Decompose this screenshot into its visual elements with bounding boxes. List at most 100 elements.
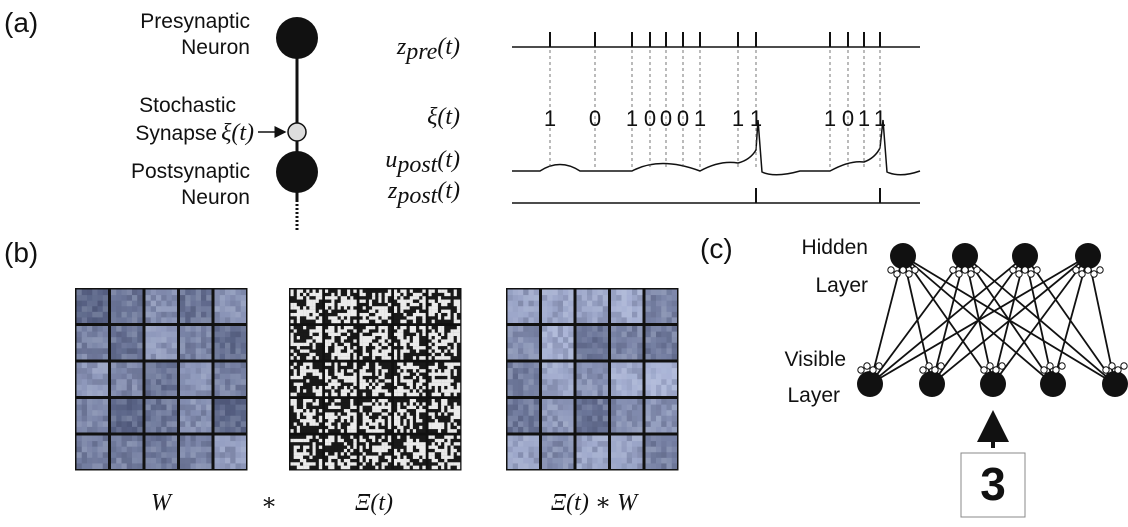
filter-pixel (534, 405, 539, 411)
noise-pixel (300, 379, 303, 383)
filter-pixel (82, 354, 87, 360)
filter-pixel (656, 306, 661, 312)
noise-pixel (432, 406, 435, 410)
noise-pixel (407, 376, 410, 380)
filter-pixel (127, 427, 132, 433)
noise-pixel (394, 393, 397, 397)
filter-pixel (616, 410, 621, 416)
filter-pixel (672, 379, 677, 385)
noise-pixel (353, 379, 356, 383)
noise-pixel (388, 459, 391, 463)
filter-pixel (220, 295, 225, 301)
noise-pixel (325, 356, 328, 360)
noise-pixel (429, 339, 432, 343)
noise-pixel (360, 386, 363, 390)
noise-pixel (419, 462, 422, 466)
filter-pixel (667, 363, 672, 369)
noise-pixel (375, 462, 378, 466)
filter-pixel (116, 379, 121, 385)
noise-pixel (416, 449, 419, 453)
noise-pixel (347, 329, 350, 333)
filter-pixel (92, 410, 97, 416)
noise-pixel (369, 320, 372, 324)
filter-pixel (103, 421, 108, 427)
noise-pixel (360, 462, 363, 466)
noise-pixel (325, 353, 328, 357)
noise-pixel (306, 346, 309, 350)
noise-pixel (457, 363, 460, 367)
filter-pixel (598, 441, 603, 447)
noise-pixel (325, 452, 328, 456)
noise-pixel (435, 459, 438, 463)
noise-pixel (350, 290, 353, 294)
noise-pixel (438, 446, 441, 450)
filter-pixel (122, 436, 127, 442)
noise-pixel (360, 436, 363, 440)
filter-pixel (513, 441, 518, 447)
noise-pixel (294, 419, 297, 423)
filter-pixel (236, 326, 241, 332)
filter-pixel (191, 427, 196, 433)
noise-pixel (397, 296, 400, 300)
noise-pixel (438, 456, 441, 460)
filter-pixel (622, 326, 627, 332)
noise-pixel (297, 373, 300, 377)
synapse (1016, 271, 1022, 277)
filter-pixel (122, 301, 127, 307)
filter-pixel (230, 348, 235, 354)
noise-pixel (419, 313, 422, 317)
filter-pixel (151, 343, 156, 349)
noise-pixel (410, 426, 413, 430)
noise-pixel (454, 303, 457, 307)
filter-pixel (111, 385, 116, 391)
filter-pixel (529, 385, 534, 391)
noise-pixel (375, 373, 378, 377)
noise-pixel (347, 399, 350, 403)
filter-pixel (592, 343, 597, 349)
noise-pixel (410, 306, 413, 310)
noise-pixel (407, 422, 410, 426)
noise-pixel (309, 442, 312, 446)
noise-pixel (413, 336, 416, 340)
noise-pixel (388, 336, 391, 340)
filter-pixel (508, 441, 513, 447)
noise-pixel (319, 296, 322, 300)
noise-pixel (375, 320, 378, 324)
noise-pixel (410, 422, 413, 426)
filter-pixel (563, 374, 568, 380)
filter-pixel (87, 405, 92, 411)
noise-pixel (385, 456, 388, 460)
filter-pixel (196, 452, 201, 458)
noise-pixel (410, 300, 413, 304)
filter-pixel (77, 354, 82, 360)
noise-pixel (309, 303, 312, 307)
noise-pixel (403, 409, 406, 413)
noise-pixel (306, 339, 309, 343)
filter-pixel (616, 306, 621, 312)
noise-pixel (300, 436, 303, 440)
noise-pixel (378, 329, 381, 333)
noise-pixel (303, 326, 306, 330)
noise-pixel (416, 296, 419, 300)
noise-pixel (325, 349, 328, 353)
filter-pixel (241, 385, 246, 391)
noise-pixel (306, 399, 309, 403)
filter-pixel (508, 354, 513, 360)
filter-pixel (622, 290, 627, 296)
noise-pixel (441, 346, 444, 350)
noise-pixel (407, 456, 410, 460)
filter-pixel (206, 405, 211, 411)
filter-pixel (672, 363, 677, 369)
filter-pixel (611, 295, 616, 301)
noise-pixel (319, 426, 322, 430)
noise-pixel (347, 446, 350, 450)
noise-pixel (429, 446, 432, 450)
filter-pixel (137, 337, 142, 343)
noise-pixel (435, 339, 438, 343)
filter-pixel (77, 458, 82, 464)
noise-pixel (353, 303, 356, 307)
filter-pixel (137, 427, 142, 433)
filter-pixel (598, 405, 603, 411)
filter-pixel (587, 301, 592, 307)
noise-pixel (441, 462, 444, 466)
